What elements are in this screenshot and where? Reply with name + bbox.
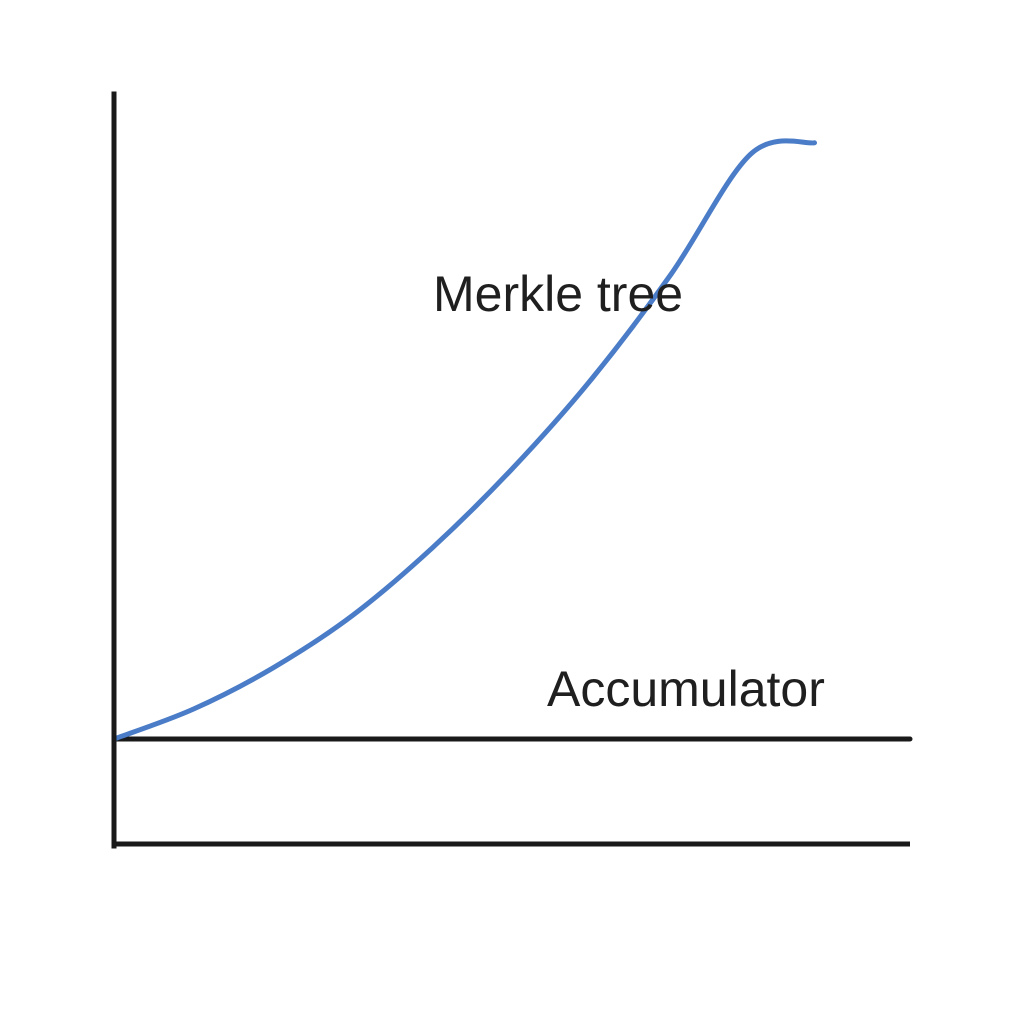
label-accumulator: Accumulator: [547, 661, 825, 717]
axes: [111, 91, 910, 849]
series-line-merkle-tree: [111, 138, 817, 742]
series-labels: Merkle tree Accumulator: [433, 266, 825, 717]
label-merkle-tree: Merkle tree: [433, 266, 683, 322]
plot-area: [111, 138, 913, 742]
